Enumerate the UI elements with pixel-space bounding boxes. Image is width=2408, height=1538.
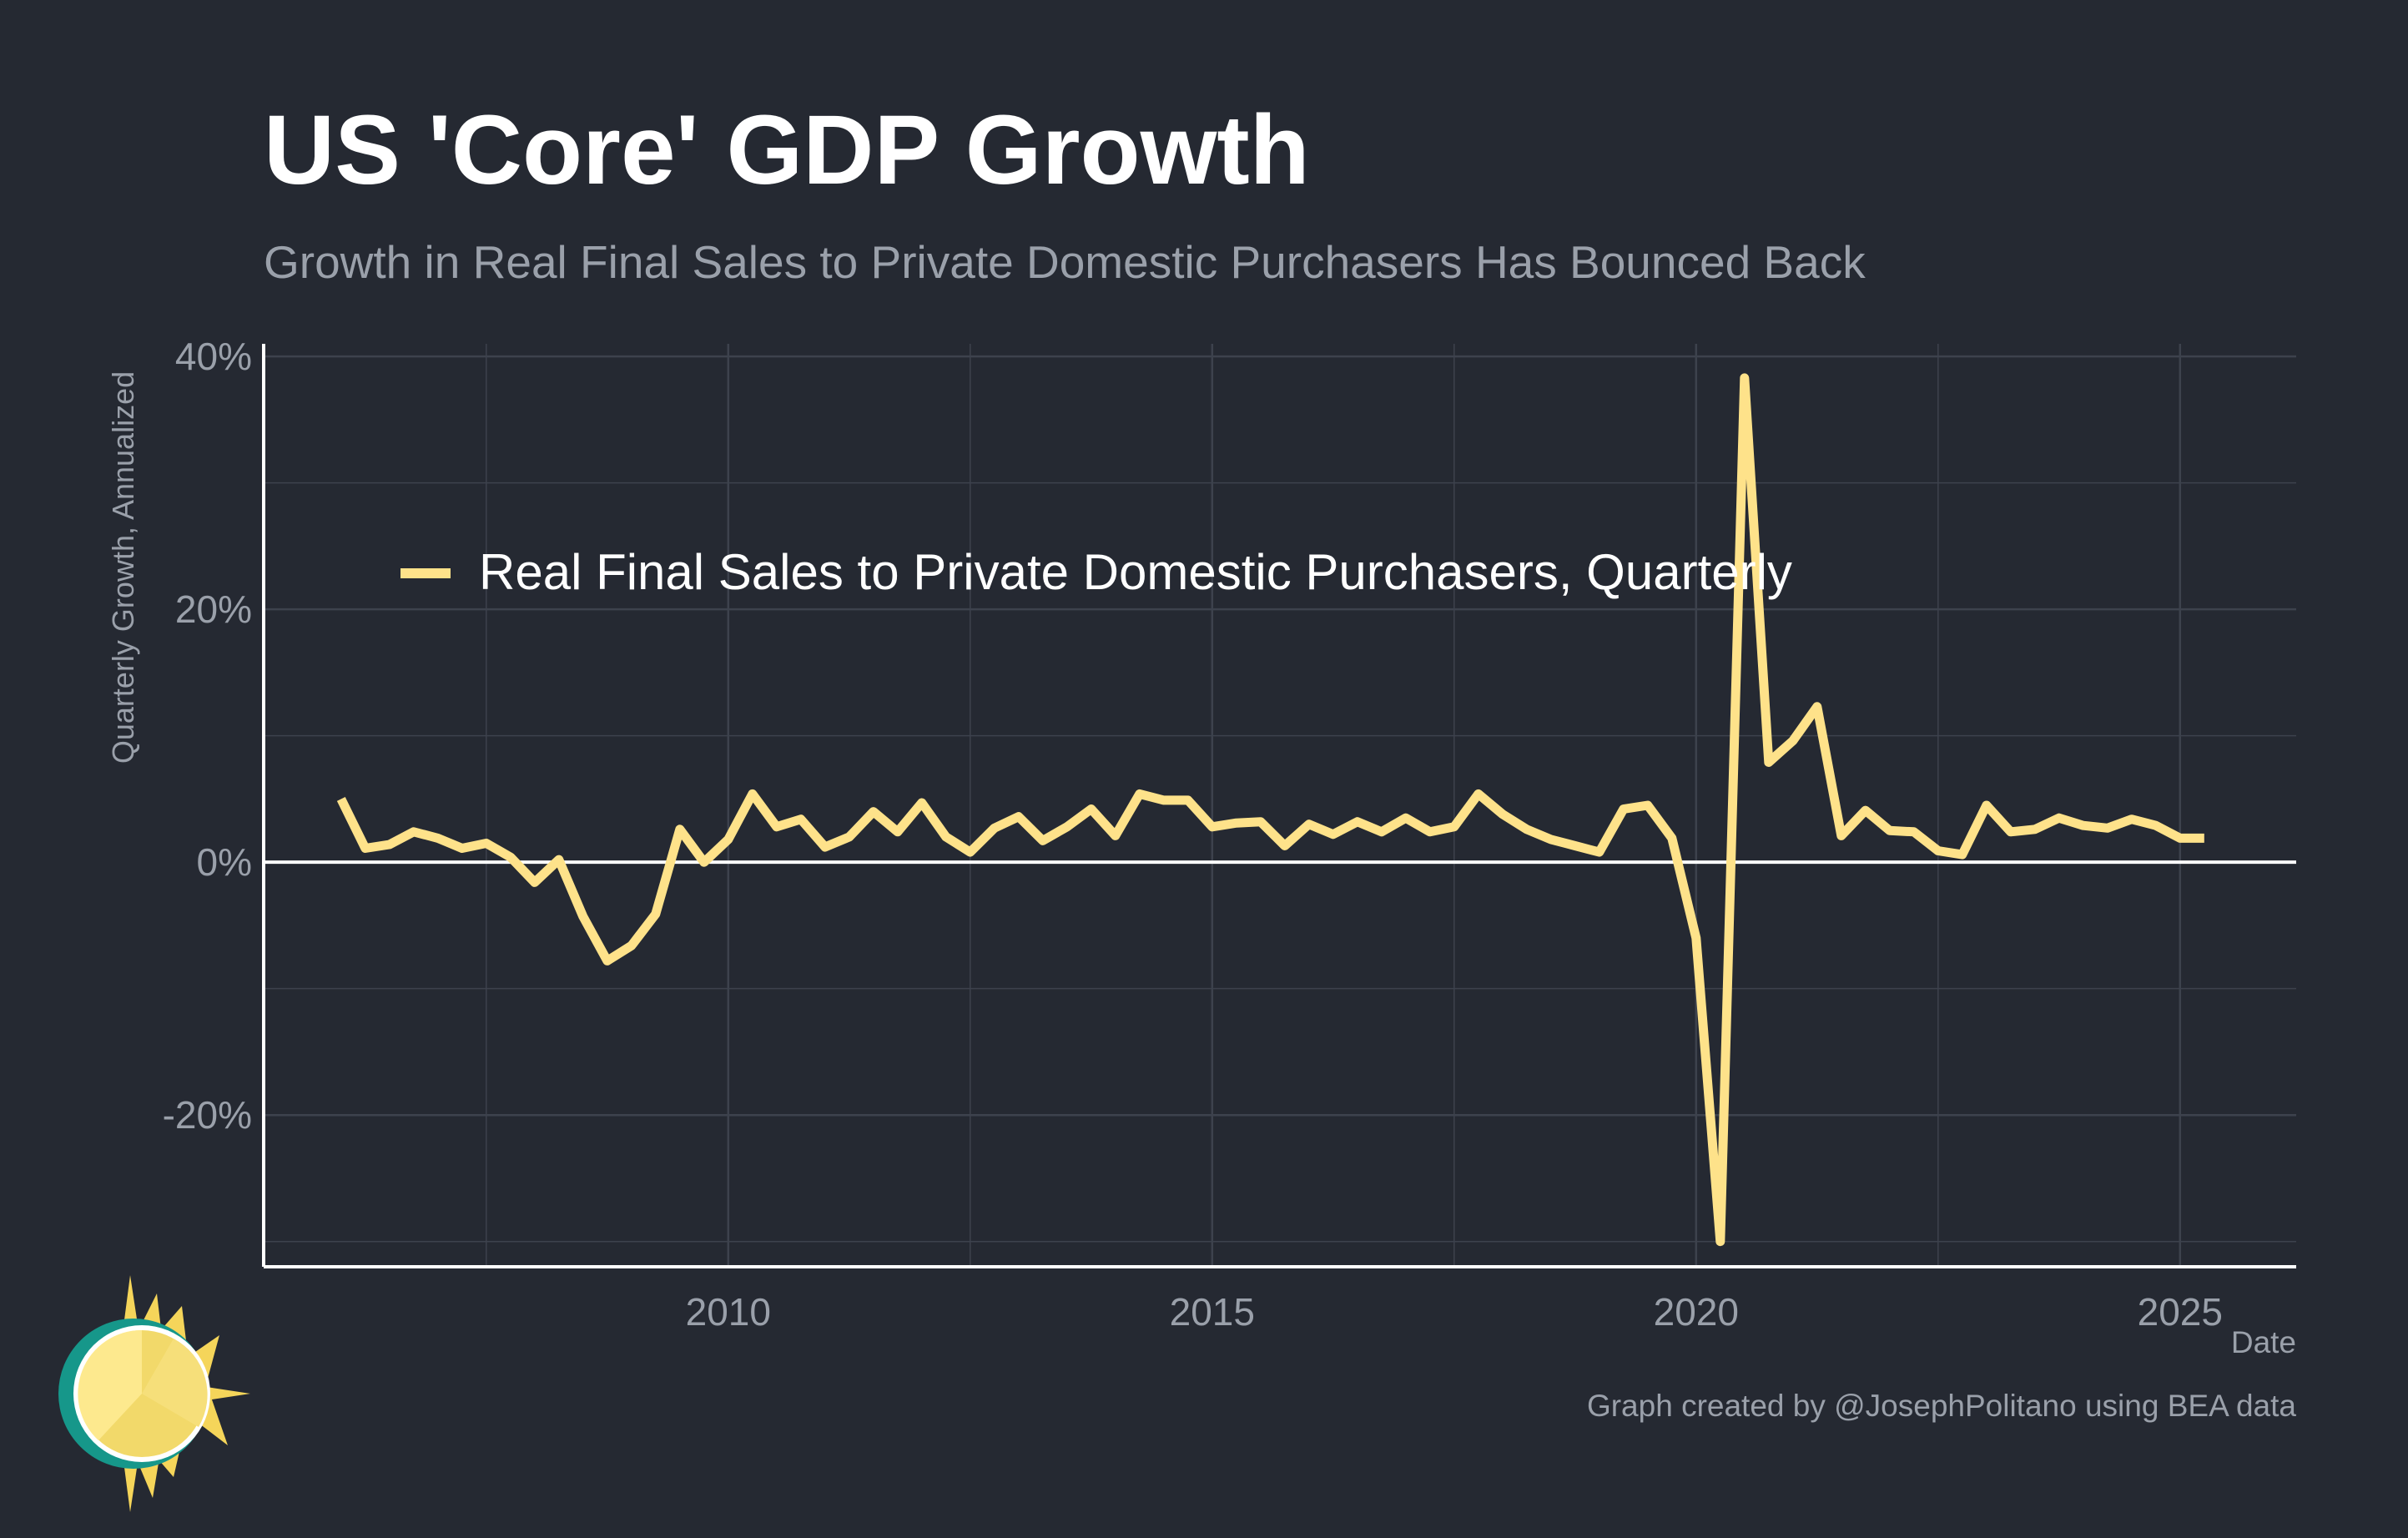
y-axis-label: Quarterly Growth, Annualized (106, 371, 140, 764)
source-credit: Graph created by @JosephPolitano using B… (1586, 1389, 2296, 1423)
x-tick-label: 2025 (2138, 1290, 2223, 1334)
grid (264, 344, 2296, 1267)
legend-label: Real Final Sales to Private Domestic Pur… (479, 544, 1792, 600)
chart-title: US 'Core' GDP Growth (264, 95, 1310, 205)
y-tick-label: -20% (163, 1093, 252, 1137)
y-tick-label: 0% (197, 840, 252, 884)
series-layer (336, 373, 2204, 1247)
x-axis-label: Date (2231, 1325, 2296, 1359)
chart-subtitle: Growth in Real Final Sales to Private Do… (264, 236, 1866, 288)
legend: Real Final Sales to Private Domestic Pur… (400, 544, 1792, 600)
y-tick-label: 20% (175, 587, 252, 631)
sun-logo-icon (58, 1275, 250, 1512)
x-tick-label: 2010 (686, 1290, 771, 1334)
axis-ticks: 2010 2015 2020 2025 -20% 0% 20% 40% (163, 335, 2223, 1334)
series-line-0 (336, 373, 2204, 1247)
x-tick-label: 2020 (1654, 1290, 1739, 1334)
x-tick-label: 2015 (1170, 1290, 1255, 1334)
y-tick-label: 40% (175, 335, 252, 378)
